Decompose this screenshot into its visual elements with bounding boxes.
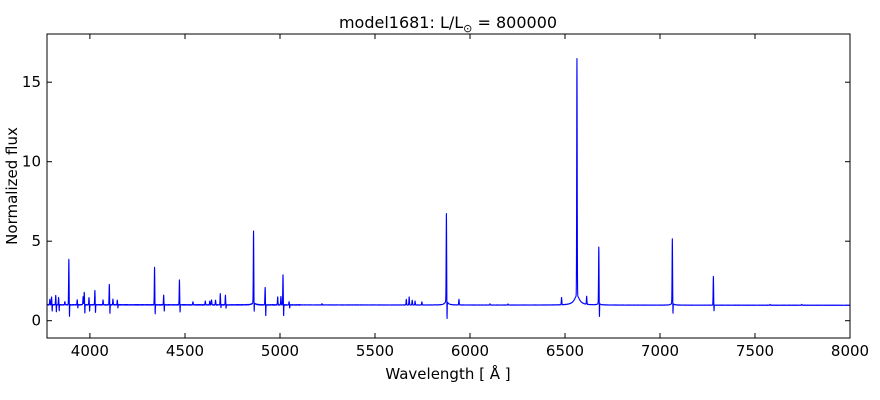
- x-tick-label: 6500: [546, 342, 584, 360]
- x-tick-label: 4500: [166, 342, 204, 360]
- solar-symbol-subscript: ⊙: [463, 22, 472, 35]
- y-tick-label: 0: [31, 312, 41, 330]
- x-tick-label: 6000: [451, 342, 489, 360]
- x-axis-label: Wavelength [ Å ]: [385, 364, 510, 383]
- x-tick-label: 8000: [831, 342, 869, 360]
- x-tick-label: 5500: [356, 342, 394, 360]
- x-tick-label: 7000: [641, 342, 679, 360]
- axis-ticks: [47, 34, 851, 338]
- y-axis-label: Normalized flux: [3, 127, 21, 245]
- chart-title: model1681: L/L⊙ = 800000: [339, 13, 557, 35]
- axes-background: [47, 34, 850, 338]
- x-tick-label: 4000: [71, 342, 109, 360]
- plot-frame: [46, 33, 851, 339]
- chart-title-value: = 800000: [472, 13, 557, 32]
- spectrum-line: [47, 58, 850, 320]
- x-tick-label: 7500: [736, 342, 774, 360]
- x-tick-label: 5000: [261, 342, 299, 360]
- axis-tick-labels: 4000 4500 5000 5500 6000 6500 7000 7500 8000 0 5 10…: [22, 73, 869, 360]
- chart-title-main: model1681: L/L: [339, 13, 463, 32]
- y-tick-label: 10: [22, 153, 41, 171]
- y-tick-label: 5: [31, 232, 41, 250]
- y-tick-label: 15: [22, 73, 41, 91]
